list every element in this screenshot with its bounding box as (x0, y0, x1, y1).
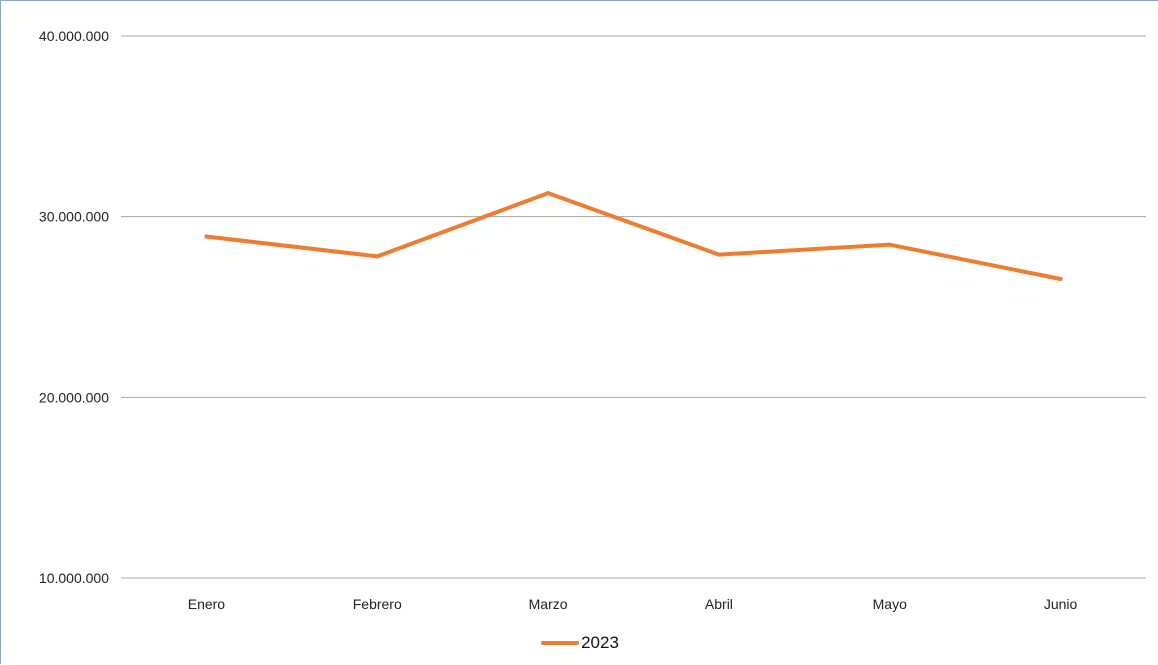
y-tick-label: 40.000.000 (39, 28, 109, 44)
x-tick-label: Febrero (353, 596, 402, 612)
series-line (204, 191, 1063, 281)
legend: 2023 (1, 633, 1158, 653)
data-point (716, 252, 721, 257)
y-axis-tick-labels: 10.000.000 20.000.000 30.000.000 40.000.000 (39, 28, 109, 586)
legend-item-series: 2023 (541, 633, 619, 653)
y-tick-label: 20.000.000 (39, 389, 109, 405)
x-tick-label: Junio (1044, 596, 1078, 612)
data-point (546, 191, 551, 196)
legend-label: 2023 (581, 633, 619, 652)
y-tick-label: 10.000.000 (39, 570, 109, 586)
x-tick-label: Abril (705, 596, 733, 612)
y-tick-label: 30.000.000 (39, 209, 109, 225)
series-lines (204, 191, 1063, 281)
data-point (375, 254, 380, 259)
x-tick-label: Enero (188, 596, 226, 612)
data-point (204, 234, 209, 239)
legend-swatch (541, 641, 580, 645)
gridlines (121, 35, 1146, 579)
x-tick-label: Marzo (529, 596, 568, 612)
data-point (887, 242, 892, 247)
x-tick-label: Mayo (873, 596, 907, 612)
data-point (1058, 276, 1063, 281)
x-axis-tick-labels: Enero Febrero Marzo Abril Mayo Junio (188, 596, 1078, 612)
